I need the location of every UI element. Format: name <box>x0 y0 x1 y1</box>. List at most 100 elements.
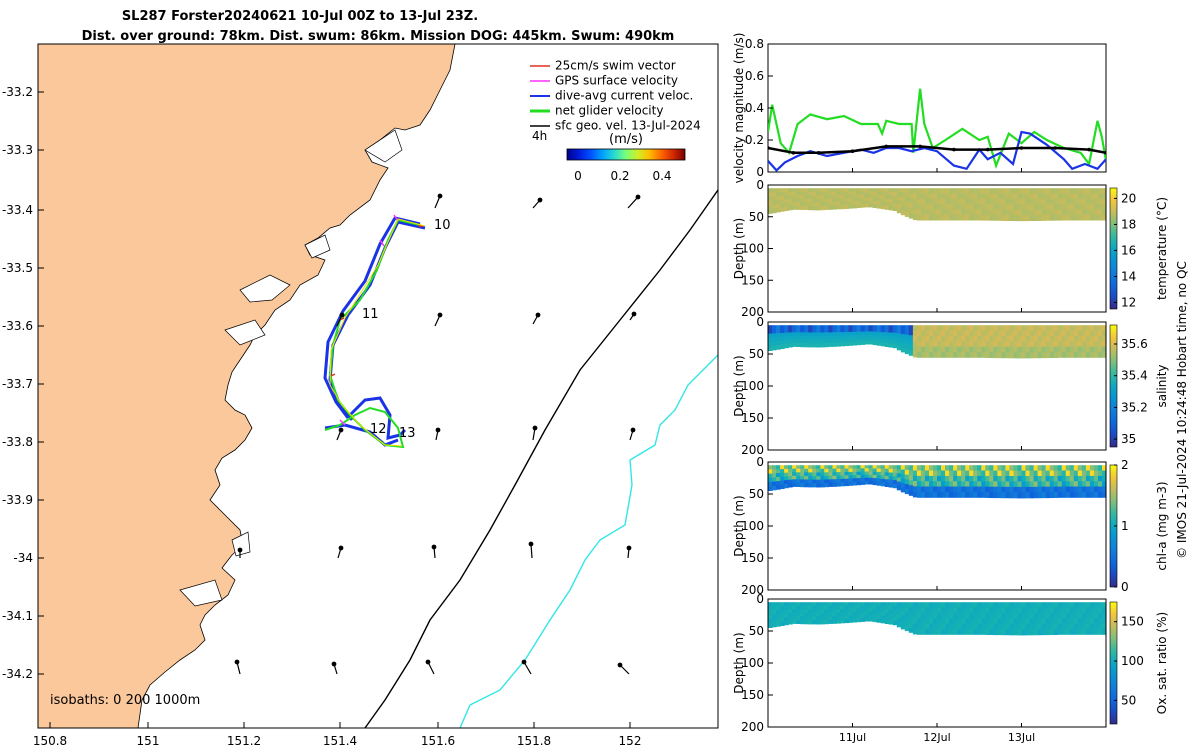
profile-cell <box>832 328 837 333</box>
profile-cell <box>1065 486 1071 493</box>
profile-cell <box>945 335 950 342</box>
profile-cell <box>949 214 954 221</box>
profile-cell <box>977 607 982 614</box>
profile-cell <box>1049 198 1055 205</box>
profile-cell <box>969 470 974 477</box>
profile-cell <box>1057 481 1063 488</box>
profile-cell <box>892 206 898 211</box>
profile-cell <box>840 465 845 470</box>
profile-cell <box>820 198 825 204</box>
profile-cell <box>872 188 878 192</box>
colorbar-label: Ox. sat. ratio (%) <box>1155 612 1169 714</box>
profile-cell <box>1057 214 1063 221</box>
profile-cell <box>985 486 990 493</box>
profile-cell <box>969 491 974 498</box>
profile-cell <box>788 206 793 211</box>
profile-cell <box>957 188 962 195</box>
profile-cell <box>929 491 934 498</box>
profile-cell <box>820 620 825 625</box>
profile-cell <box>929 351 934 358</box>
profile-cell <box>981 335 986 342</box>
profile-cell <box>772 606 777 611</box>
profile-ytick-label: 200 <box>741 443 764 457</box>
profile-cell <box>916 491 922 498</box>
profile-cell <box>1098 335 1103 342</box>
profile-cell <box>1077 602 1083 609</box>
profile-cell <box>872 194 878 199</box>
lake-north <box>364 129 403 163</box>
profile-cell <box>941 335 946 342</box>
profile-cell <box>1057 465 1063 472</box>
profile-cell <box>993 335 998 342</box>
profile-cell <box>804 325 809 330</box>
profile-ylabel: Depth (m) <box>732 632 746 693</box>
profile-cell <box>1061 618 1067 625</box>
velocity-point <box>918 144 922 149</box>
profile-cell <box>1049 470 1055 477</box>
profile-cell <box>884 479 890 484</box>
profile-cell <box>860 471 866 476</box>
profile-cell <box>776 485 781 490</box>
profile-cell <box>892 188 898 193</box>
profile-cell <box>828 202 833 207</box>
profile-cell <box>941 198 946 205</box>
profile-cell <box>1021 623 1027 630</box>
profile-cell <box>796 616 801 621</box>
profile-cell <box>884 335 890 340</box>
profile-cell <box>1029 629 1035 636</box>
profile-cell <box>824 602 829 607</box>
profile-cell <box>977 188 982 195</box>
profile-cell <box>1041 613 1047 619</box>
profile-cell <box>808 613 813 618</box>
date-xtick-label: 11Jul <box>839 731 866 744</box>
profile-cell <box>929 465 934 472</box>
profile-cell <box>981 623 986 630</box>
profile-cell <box>949 607 954 614</box>
profile-cell <box>916 193 922 200</box>
profile-cell <box>860 188 866 192</box>
velocity-point <box>1087 147 1091 152</box>
profile-cell <box>924 486 930 493</box>
profile-cell <box>941 628 946 635</box>
profile-cell <box>824 616 829 621</box>
profile-cell <box>1005 613 1010 619</box>
profile-cell <box>1005 209 1010 216</box>
colorbar-tick-label: 20 <box>1121 191 1136 205</box>
profile-cell <box>1102 475 1106 482</box>
profile-cell <box>908 335 914 341</box>
profile-cell <box>1089 623 1095 630</box>
profile-cell <box>768 192 773 198</box>
velocity-ytick-label: 0 <box>756 165 764 179</box>
profile-cell <box>1049 193 1055 200</box>
profile-cell <box>1041 209 1047 216</box>
profile-cell <box>969 204 974 210</box>
profile-cell <box>949 612 954 619</box>
profile-cell <box>792 335 797 340</box>
profile-cell <box>969 188 974 195</box>
profile-cell <box>864 608 870 613</box>
profile-cell <box>1009 613 1014 619</box>
profile-cell <box>1077 481 1083 488</box>
profile-cell <box>1017 481 1023 488</box>
velocity-ylabel: velocity magnitude (m/s) <box>732 33 746 184</box>
profile-cell <box>1061 330 1067 337</box>
profile-cell <box>908 188 914 194</box>
profile-cell <box>784 188 789 193</box>
profile-cell <box>916 335 922 342</box>
profile-cell <box>788 605 793 610</box>
profile-cell <box>1041 330 1047 337</box>
profile-cell <box>784 605 789 611</box>
profile-cell <box>804 479 809 484</box>
colorbar-tick-label: 35 <box>1121 432 1136 446</box>
profile-cell <box>1037 623 1043 630</box>
profile-cell <box>1077 188 1083 195</box>
profile-cell <box>973 618 978 625</box>
profile-cell <box>1009 325 1014 332</box>
profile-cell <box>904 329 910 336</box>
profile-cell <box>1005 336 1010 342</box>
profile-cell <box>1025 336 1031 342</box>
profile-cell <box>876 481 882 486</box>
day-label-13: 13 <box>399 426 416 441</box>
profile-cell <box>840 619 845 624</box>
profile-cell <box>848 338 854 343</box>
